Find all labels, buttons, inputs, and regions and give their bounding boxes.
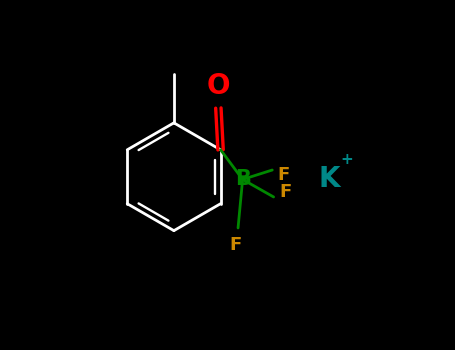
Text: +: + [340,152,353,167]
Text: F: F [279,183,291,201]
Text: F: F [278,166,290,184]
Text: O: O [207,72,230,100]
Text: F: F [230,236,242,253]
Text: K: K [318,166,339,194]
Text: B: B [235,169,251,189]
